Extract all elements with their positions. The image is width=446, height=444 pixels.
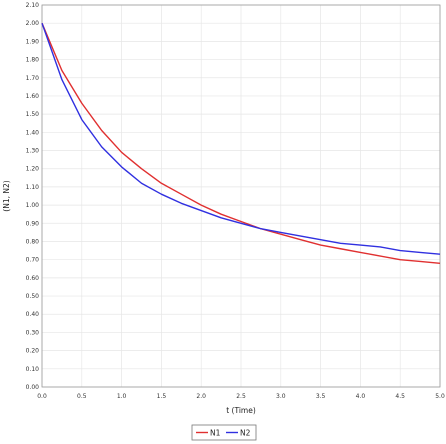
x-tick-label: 4.5	[395, 393, 405, 400]
x-tick-label: 3.0	[276, 393, 286, 400]
y-axis-ticks: 0.00 0.10 0.20 0.30 0.40 0.50 0.60 0.70 0.80 0.90…	[26, 2, 40, 391]
y-tick-label: 0.60	[26, 275, 40, 282]
y-tick-label: 0.50	[26, 293, 40, 300]
x-axis-ticks: 0.0 0.5 1.0 1.5 2.0 2.5 3.0 3.5 4.0 4.5 5.0	[37, 393, 445, 400]
y-tick-label: 1.50	[26, 111, 40, 118]
y-tick-label: 0.10	[26, 366, 40, 373]
y-tick-label: 0.40	[26, 311, 40, 318]
legend-box	[191, 424, 257, 441]
y-tick-label: 0.90	[26, 220, 40, 227]
series-line-n2	[41, 22, 441, 255]
y-tick-label: 0.30	[26, 329, 40, 336]
y-tick-label: 1.00	[26, 202, 40, 209]
y-tick-label: 1.20	[26, 166, 40, 173]
y-tick-label: 0.80	[26, 238, 40, 245]
x-tick-label: 0.0	[37, 393, 47, 400]
y-tick-label: 1.60	[26, 93, 40, 100]
series-lines	[41, 22, 441, 264]
y-tick-label: 0.20	[26, 348, 40, 355]
x-tick-label: 2.5	[236, 393, 246, 400]
x-tick-label: 2.0	[196, 393, 206, 400]
y-tick-label: 1.30	[26, 148, 40, 155]
y-tick-label: 1.40	[26, 129, 40, 136]
x-tick-label: 1.0	[117, 393, 127, 400]
y-tick-label: 1.90	[26, 38, 40, 45]
y-tick-label: 2.00	[26, 20, 40, 27]
series-line-n1	[41, 22, 441, 264]
y-tick-label: 0.00	[26, 384, 40, 391]
x-tick-label: 1.5	[157, 393, 167, 400]
legend: N1 N2	[191, 424, 257, 441]
y-tick-label: 1.80	[26, 57, 40, 64]
x-tick-label: 3.5	[316, 393, 326, 400]
x-tick-label: 5.0	[435, 393, 445, 400]
y-tick-label: 2.10	[26, 2, 40, 9]
x-axis-label: t (Time)	[226, 406, 256, 415]
legend-label-n1: N1	[210, 429, 221, 438]
y-axis-label: (N1, N2)	[2, 180, 11, 211]
legend-label-n2: N2	[240, 429, 251, 438]
y-tick-label: 1.70	[26, 75, 40, 82]
y-tick-label: 0.70	[26, 257, 40, 264]
x-tick-label: 4.0	[356, 393, 366, 400]
y-tick-label: 1.10	[26, 184, 40, 191]
x-tick-label: 0.5	[77, 393, 87, 400]
plot-area-frame	[41, 4, 441, 388]
